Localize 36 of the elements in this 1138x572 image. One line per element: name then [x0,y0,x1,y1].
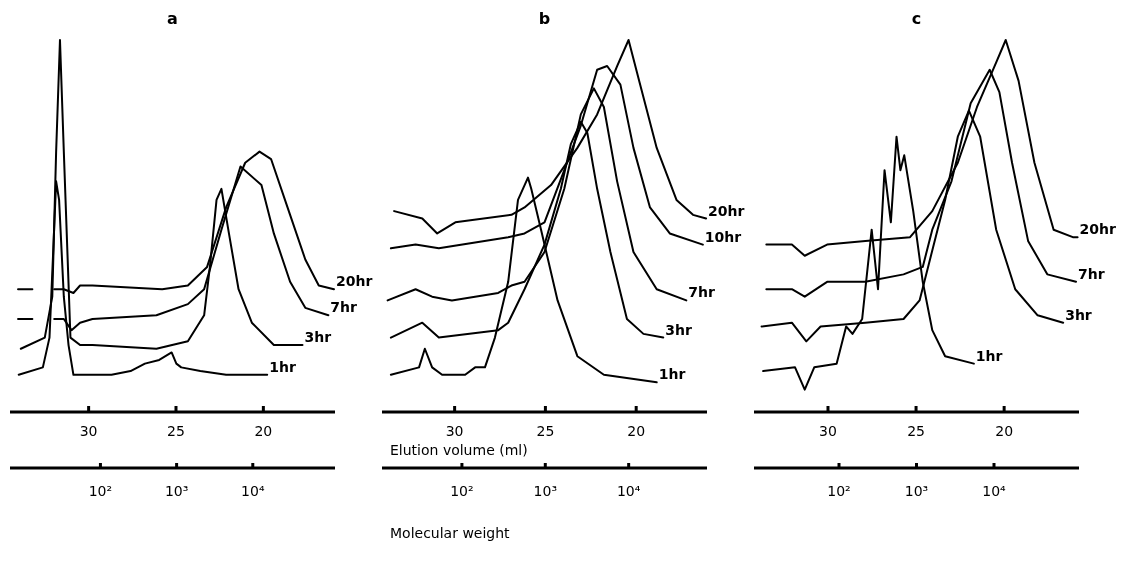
x-tick-label: 25 [536,423,555,439]
x2-tick-label: 10⁴ [982,483,1007,499]
chart-title: c [911,9,922,28]
series-label: 3hr [665,321,692,338]
x-tick-label: 30 [79,423,98,439]
series-label: 3hr [1065,306,1092,323]
x2-tick-label: 10² [88,483,113,499]
series-label: 7hr [1078,265,1105,282]
series-label: 1hr [658,366,686,383]
x2-tick-label: 10⁴ [616,483,641,499]
series-label: 3hr [304,329,332,346]
x-tick-label: 30 [819,423,837,439]
series-label: 20hr [708,202,745,219]
series-label: 1hr [975,347,1003,364]
x2-tick-label: 10³ [164,483,189,499]
series-label: 7hr [688,284,716,301]
x2-tick-label: 10² [450,483,474,499]
series-label: 10hr [704,228,742,245]
series-label: 20hr [1079,221,1117,238]
chart-title: a [167,9,178,28]
series-label: 7hr [330,299,358,316]
x-tick-label: 25 [907,423,925,439]
x2-tick-label: 10⁴ [241,483,265,499]
x2-axis-title: Molecular weight [390,525,511,541]
x2-tick-label: 10³ [533,483,558,499]
x-tick-label: 25 [167,423,185,439]
x2-tick-label: 10³ [904,483,929,499]
series-label: 1hr [269,358,296,375]
x-axis-title: Elution volume (ml) [390,442,528,458]
series-label: 20hr [335,273,373,290]
x2-tick-label: 10² [827,483,851,499]
chart-title: b [538,9,551,28]
x-tick-label: 20 [254,423,273,439]
x-tick-label: 30 [445,423,464,439]
x-tick-label: 20 [995,423,1014,439]
x-tick-label: 20 [627,423,646,439]
